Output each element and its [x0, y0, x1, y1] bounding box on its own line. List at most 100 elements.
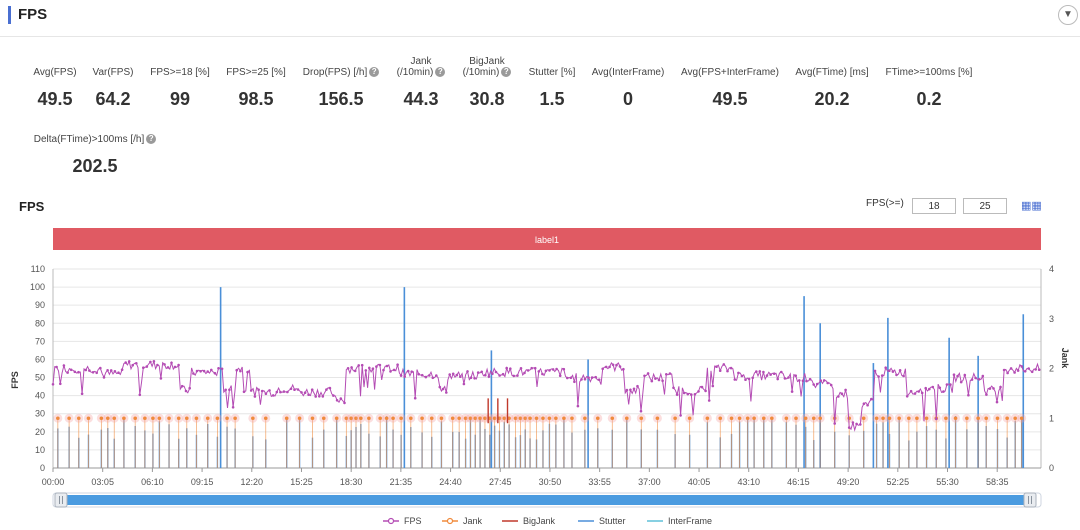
chevron-down-icon[interactable]: ▼	[1058, 5, 1078, 25]
jank-point	[507, 416, 511, 421]
fps-threshold-low-input[interactable]	[912, 198, 956, 214]
series-bigjank	[487, 398, 509, 424]
jank-point	[803, 416, 808, 421]
fps-point	[307, 393, 310, 397]
jank-point	[897, 416, 901, 421]
metric-avg-fps-interframe: Avg(FPS+InterFrame) 49.5	[676, 67, 784, 109]
fps-point	[608, 365, 611, 369]
fps-point	[840, 392, 844, 396]
fps-point	[325, 388, 328, 391]
fps-point	[909, 389, 913, 393]
y-axis-right-label: Jank	[1060, 348, 1070, 370]
fps-point	[855, 422, 858, 426]
fps-point	[286, 390, 289, 394]
jank-point	[468, 416, 473, 421]
metric-avg-ftime: Avg(FTime) [ms] 20.2	[788, 67, 876, 109]
help-icon[interactable]: ?	[369, 67, 380, 78]
fps-threshold-high-input[interactable]	[963, 198, 1007, 214]
fps-point	[837, 395, 840, 398]
fps-point	[558, 374, 562, 378]
fps-point	[604, 365, 608, 369]
slider-selection[interactable]	[60, 495, 1028, 505]
metric-var-fps: Var(FPS) 64.2	[82, 67, 144, 109]
label-band[interactable]	[53, 228, 1041, 250]
fps-point	[224, 388, 227, 392]
fps-point	[163, 363, 166, 366]
jank-point	[523, 416, 528, 421]
fps-point	[239, 369, 242, 373]
fps-point	[913, 392, 917, 395]
fps-point	[747, 377, 751, 381]
fps-point	[159, 377, 163, 380]
time-range-slider[interactable]	[52, 492, 1042, 508]
fps-point	[368, 366, 371, 370]
table-icon[interactable]: ▦▦	[1021, 200, 1042, 212]
x-tick-label: 27:45	[489, 477, 512, 487]
jank-point	[367, 416, 371, 421]
fps-point	[639, 409, 643, 413]
fps-point	[375, 365, 378, 368]
metric-value: 49.5	[712, 89, 748, 109]
fps-point	[55, 365, 58, 369]
fps-point	[632, 387, 636, 391]
fps-point	[877, 375, 880, 378]
fps-point	[826, 381, 829, 385]
fps-point	[498, 374, 501, 377]
fps-point	[509, 367, 512, 371]
jank-point	[534, 416, 539, 421]
fps-point	[199, 370, 202, 373]
fps-point	[451, 372, 455, 376]
metric-label: FTime>=100ms [%]	[885, 67, 973, 78]
jank-point	[359, 416, 363, 421]
fps-point	[357, 364, 361, 367]
help-icon[interactable]: ?	[435, 67, 446, 78]
fps-point	[177, 363, 180, 367]
fps-point	[300, 391, 303, 394]
fps-point	[195, 369, 199, 373]
fps-point	[84, 368, 88, 372]
jank-point	[924, 416, 929, 421]
fps-point	[321, 395, 325, 398]
fps-point	[1020, 365, 1023, 368]
fps-point	[765, 374, 769, 377]
fps-point	[580, 378, 583, 381]
metric-delta-ftime: Delta(FTime)>100ms [/h]? 202.5	[30, 134, 160, 176]
x-tick-label: 49:20	[837, 477, 860, 487]
fps-point	[780, 370, 783, 374]
x-tick-label: 46:15	[787, 477, 810, 487]
fps-point	[476, 371, 480, 374]
fps-point	[264, 392, 268, 396]
jank-point	[554, 416, 558, 421]
fps-point	[512, 374, 516, 378]
help-icon[interactable]: ?	[146, 134, 157, 145]
chart-gridlines	[53, 268, 1041, 469]
jank-point	[881, 416, 885, 421]
fps-point	[643, 374, 646, 378]
metric-label: Var(FPS)	[92, 67, 134, 78]
y-right-tick-label: 1	[1049, 413, 1054, 423]
jank-point	[56, 416, 60, 421]
fps-point	[217, 367, 220, 370]
fps-point	[562, 367, 566, 371]
fps-point	[822, 379, 826, 382]
fps-point	[257, 388, 260, 392]
help-icon[interactable]: ?	[501, 67, 512, 78]
fps-point	[776, 377, 779, 381]
jank-point	[297, 416, 302, 421]
slider-handle-right[interactable]	[1023, 492, 1037, 508]
fps-point	[697, 390, 700, 393]
y-tick-label: 40	[35, 391, 45, 401]
jank-point	[705, 416, 710, 421]
jank-point	[194, 416, 199, 421]
jank-point	[1005, 416, 1009, 421]
jank-point	[99, 416, 104, 421]
slider-handle-left[interactable]	[54, 492, 68, 508]
fps-point	[693, 393, 697, 396]
jank-point	[562, 416, 566, 421]
metric-ftime-ge-100: FTime>=100ms [%] 0.2	[880, 67, 978, 109]
fps-point	[413, 396, 417, 400]
fps-point	[1027, 367, 1030, 370]
fps-point	[905, 395, 909, 398]
fps-point	[462, 382, 466, 386]
jank-point	[457, 416, 461, 421]
